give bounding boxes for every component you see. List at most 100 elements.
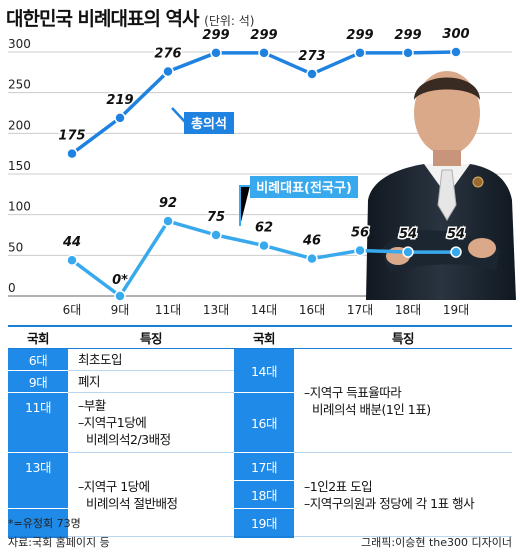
data-point [402, 246, 414, 258]
feature-line: 비례의석 배분(1인 1표) [312, 401, 431, 417]
data-label: 299 [202, 28, 229, 43]
data-label: 299 [346, 28, 373, 43]
data-label: 273 [298, 49, 325, 64]
data-point [354, 244, 366, 257]
x-tick-label: 18대 [395, 303, 421, 317]
feature-cell: 최초도입 [68, 348, 234, 371]
feature-line: –1인2표 도입 [304, 478, 373, 494]
data-label: 62 [255, 221, 273, 236]
series-line-proportional [66, 215, 462, 302]
data-label: 299 [394, 28, 421, 43]
source-note: 자료:국회 홈페이지 등 [8, 536, 110, 549]
data-point [258, 239, 270, 252]
feature-line: 비례의석2/3배정 [86, 432, 171, 447]
x-tick-label: 19대 [443, 303, 469, 317]
data-labels-proportional: 44 0* 92 75 62 46 56 54 54 [60, 195, 466, 290]
feature-line: –지역구 득표율따라 [304, 384, 402, 400]
data-label: 0* [112, 273, 128, 288]
data-point [66, 254, 78, 266]
feature-line: –지역구1당에 [78, 415, 147, 430]
term-cell: 18대 [234, 480, 294, 509]
feature-cell: 폐지 [68, 370, 234, 393]
data-point [66, 147, 78, 160]
feature-line: 최초도입 [78, 352, 123, 367]
term-cell: 16대 [234, 392, 294, 453]
header-term-right: 국회 [234, 325, 294, 349]
feature-cell-group1: –지역구 득표율따라 비례의석 배분(1인 1표) [294, 348, 512, 453]
term-cell: 13대 [8, 452, 68, 509]
y-tick-label: 50 [8, 240, 23, 254]
x-axis-labels: 6대 9대 11대 13대 14대 16대 17대 18대 19대 [63, 303, 470, 317]
y-axis-ticks: 0 50 100 150 200 250 300 [8, 37, 31, 295]
y-tick-label: 150 [8, 159, 31, 173]
legend-proportional: 비례대표(전국구) [239, 176, 358, 226]
feature-line: –지역구 1당에 [78, 478, 150, 494]
x-tick-label: 14대 [251, 303, 277, 317]
x-tick-label: 6대 [63, 303, 82, 317]
data-labels-total: 175 219 276 299 299 273 299 299 300 [57, 26, 471, 146]
y-tick-label: 0 [8, 281, 16, 295]
legend-proportional-box [250, 176, 358, 198]
data-point [114, 112, 126, 124]
series-line-total [66, 46, 462, 160]
data-point [450, 246, 462, 258]
term-cell: 9대 [8, 370, 68, 393]
term-cell: 11대 [8, 392, 68, 453]
data-label: 56 [351, 225, 369, 240]
feature-cell: –부활 –지역구1당에 비례의석2/3배정 [68, 392, 234, 453]
legend-total-label: 총의석 [191, 116, 227, 132]
header-term-left: 국회 [8, 325, 68, 349]
data-label: 300 [442, 27, 469, 42]
data-label: 46 [302, 234, 321, 249]
data-label: 92 [159, 196, 177, 211]
data-point [306, 252, 318, 265]
data-label: 219 [106, 93, 133, 108]
data-label: 175 [58, 129, 85, 144]
data-point [162, 65, 174, 78]
term-cell: 14대 [234, 348, 294, 393]
data-point [210, 229, 222, 241]
data-label: 75 [207, 210, 225, 225]
term-cell: 19대 [234, 508, 294, 538]
data-label: 54 [399, 227, 417, 242]
data-label: 299 [250, 28, 277, 43]
data-point [162, 215, 174, 227]
data-label: 54 [447, 227, 465, 242]
x-tick-label: 11대 [155, 303, 181, 317]
term-cell: 6대 [8, 348, 68, 371]
x-tick-label: 9대 [111, 303, 130, 317]
term-cell: 17대 [234, 452, 294, 481]
chart-title: 대한민국 비례대표의 역사 (단위: 석) [6, 4, 254, 31]
legend-total-box [184, 112, 234, 134]
data-point [306, 68, 318, 80]
person-illustration [366, 71, 516, 300]
x-tick-label: 16대 [299, 303, 325, 317]
data-label: 276 [154, 47, 181, 62]
data-label: 44 [62, 235, 81, 250]
unit-label: (단위: 석) [204, 14, 255, 28]
features-table: 국회 특징 국회 특징 6대 최초도입 14대 –지역구 득표율따라 비례의석 … [8, 325, 512, 538]
title-text: 대한민국 비례대표의 역사 [6, 8, 200, 30]
data-point [450, 46, 462, 58]
data-point [114, 290, 126, 302]
data-point [354, 47, 366, 59]
legend-proportional-label: 비례대표(전국구) [256, 180, 352, 196]
footnote: *=유정회 73명 [8, 517, 81, 530]
feature-cell-group2: –1인2표 도입 –지역구의원과 정당에 각 1표 행사 [294, 452, 512, 537]
y-tick-label: 200 [8, 118, 31, 132]
x-tick-label: 13대 [203, 303, 229, 317]
y-tick-label: 250 [8, 78, 31, 92]
feature-line: –부활 [78, 398, 106, 413]
y-tick-label: 300 [8, 37, 31, 51]
header-feature-right: 특징 [294, 325, 512, 349]
feature-cell: –지역구 1당에 비례의석 절반배정 [68, 452, 234, 537]
data-point [258, 47, 270, 59]
y-tick-label: 100 [8, 200, 31, 214]
header-feature-left: 특징 [68, 325, 234, 349]
credit-note: 그래픽:이승현 the300 디자이너 [361, 536, 512, 549]
data-point [402, 47, 414, 59]
line-chart: 0 50 100 150 200 250 300 6대 9대 11대 13대 14대 16대 17대 18… [8, 26, 516, 317]
data-point [210, 47, 222, 59]
feature-line: –지역구의원과 정당에 각 1표 행사 [304, 495, 475, 511]
x-tick-label: 17대 [347, 303, 373, 317]
